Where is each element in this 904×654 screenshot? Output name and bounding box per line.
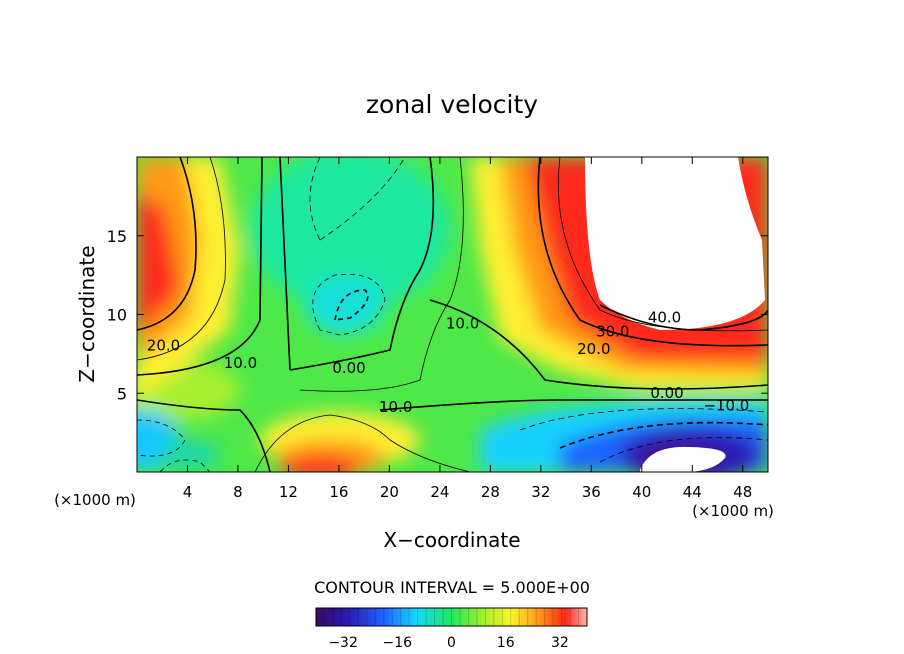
x-axis-ticks: 4 8 12 16 20 24 28 32 36 40 44 48 [183,157,752,501]
x-tick-label: 12 [279,483,298,501]
y-axis-label: Z−coordinate [75,245,99,382]
z-unit-label: (×1000 m) [54,491,136,509]
colorbar-gradient [315,607,588,627]
colorbar-stripes [323,608,580,626]
x-axis-label: X−coordinate [383,528,520,552]
x-tick-label: 40 [632,483,651,501]
colorbar-tick-label: 0 [447,635,456,651]
y-tick-label: 5 [117,384,127,403]
contour-label: 30.0 [596,323,629,341]
chart-title: zonal velocity [366,90,538,119]
colorbar-tick-label: −16 [383,635,413,651]
contour-label: 0.00 [650,384,683,402]
y-tick-label: 15 [107,227,127,246]
contour-label: 20.0 [147,337,180,355]
contour-lines [137,157,768,472]
contour-label: 0.00 [332,359,365,377]
x-tick-label: 36 [582,483,601,501]
x-tick-label: 20 [380,483,399,501]
colorbar-tick-label: −32 [328,635,358,651]
contour-interval: CONTOUR INTERVAL = 5.000E+00 [314,578,590,597]
x-tick-label: 44 [683,483,702,501]
x-tick-label: 28 [481,483,500,501]
x-tick-label: 16 [329,483,348,501]
colorbar: −32 −16 0 16 32 [315,607,588,651]
velocity-field [137,157,768,472]
x-tick-label: 48 [733,483,752,501]
contour-label: −10.0 [703,397,749,415]
contour-label: 10.0 [379,398,412,416]
contour-label: 20.0 [577,340,610,358]
x-tick-label: 32 [531,483,550,501]
x-tick-label: 4 [183,483,193,501]
contour-label: 10.0 [446,315,479,333]
colorbar-tick-label: 16 [497,635,515,651]
x-unit-label: (×1000 m) [692,502,774,520]
contour-label: 10.0 [224,354,257,372]
y-axis-ticks: 5 10 15 [107,227,768,403]
x-tick-label: 8 [233,483,243,501]
x-tick-label: 24 [430,483,449,501]
colorbar-tick-label: 32 [551,635,569,651]
colorbar-ticks: −32 −16 0 16 32 [328,635,568,651]
contour-label: 40.0 [648,308,681,326]
y-tick-label: 10 [107,306,127,325]
